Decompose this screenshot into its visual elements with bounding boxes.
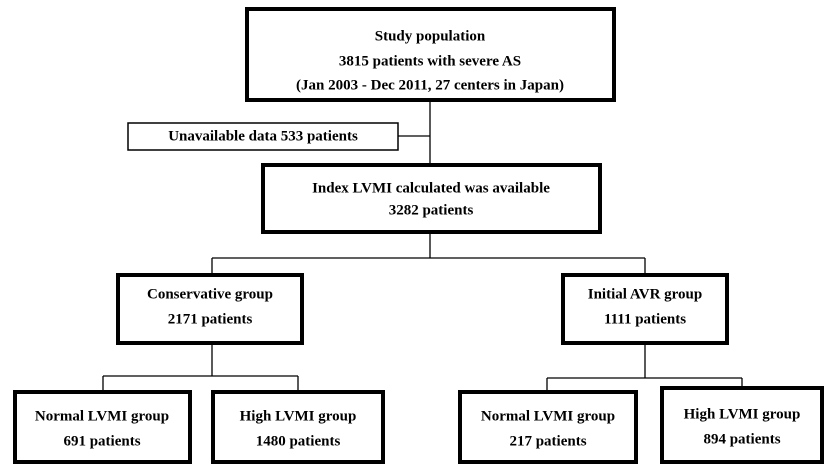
node-box xyxy=(561,273,729,345)
node-text: Index LVMI calculated was available xyxy=(312,180,550,196)
node-box xyxy=(116,273,304,345)
node-text: 1111 patients xyxy=(604,311,686,327)
node-box xyxy=(127,122,399,151)
node-text: 1480 patients xyxy=(256,433,341,449)
node-box xyxy=(660,386,824,464)
node-text: 691 patients xyxy=(63,433,140,449)
node-box xyxy=(261,163,602,234)
node-box xyxy=(211,390,385,464)
node-box xyxy=(458,390,638,464)
node-box xyxy=(245,7,616,102)
node-text: High LVMI group xyxy=(684,406,801,422)
node-text: Conservative group xyxy=(147,286,273,302)
node-text: (Jan 2003 - Dec 2011, 27 centers in Japa… xyxy=(296,77,564,93)
node-text: Study population xyxy=(375,28,486,44)
connectors xyxy=(102,100,743,392)
node-text: Unavailable data 533 patients xyxy=(168,128,358,144)
node-text: 894 patients xyxy=(703,431,780,447)
node-box xyxy=(13,390,192,464)
node-text: Initial AVR group xyxy=(588,286,703,302)
node-text: 3282 patients xyxy=(389,202,474,218)
node-text: 217 patients xyxy=(509,433,586,449)
node-text: Normal LVMI group xyxy=(35,408,169,424)
node-text: Normal LVMI group xyxy=(481,408,615,424)
node-text: High LVMI group xyxy=(240,408,357,424)
node-text: 2171 patients xyxy=(168,311,253,327)
node-text: 3815 patients with severe AS xyxy=(339,53,521,69)
